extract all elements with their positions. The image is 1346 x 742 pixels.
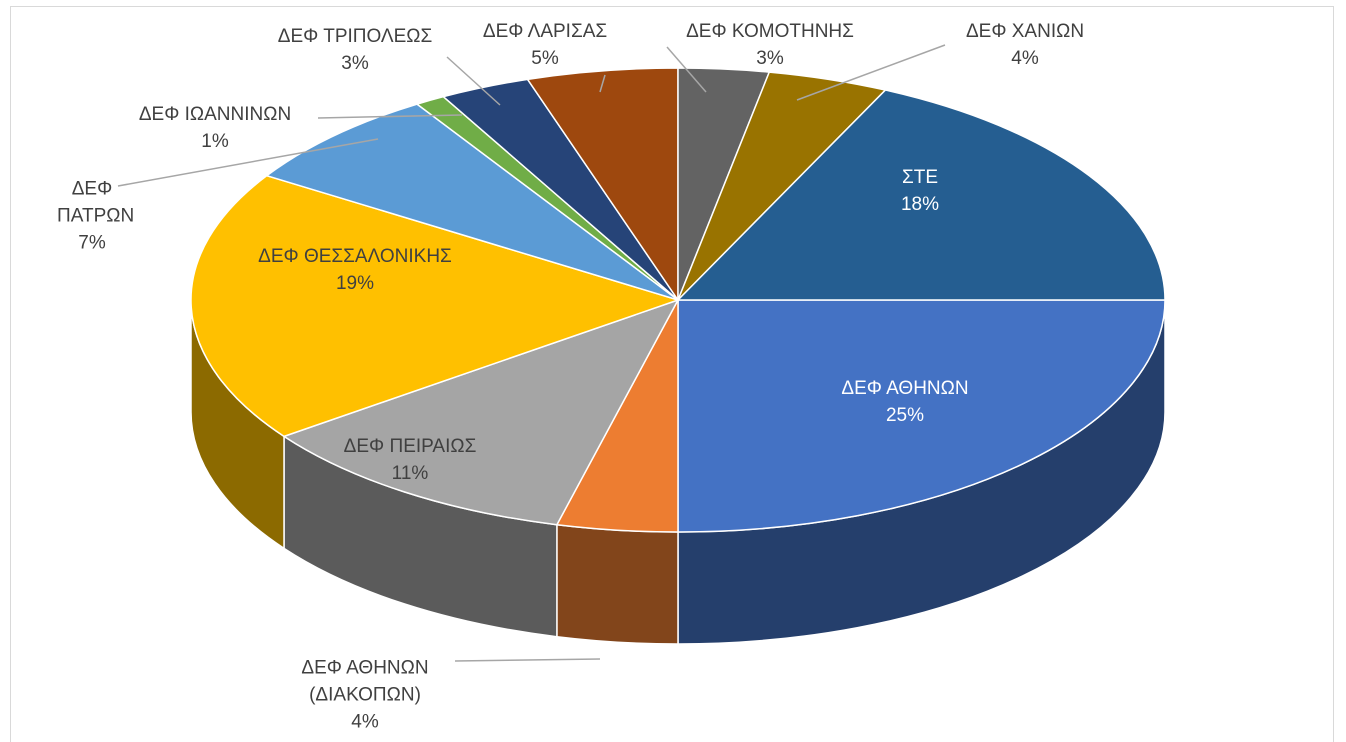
slice [265, 103, 679, 301]
slice-label: ΔΕΦ ΧΑΝΙΩΝ 4% [966, 18, 1084, 72]
slice-percent: 1% [201, 131, 229, 152]
slice-label: ΔΕΦ ΑΘΗΝΩΝ (ΔΙΑΚΟΠΩΝ) 4% [280, 655, 450, 736]
slice-name: ΔΕΦ ΑΘΗΝΩΝ [841, 378, 969, 399]
slice [282, 298, 680, 526]
leader-line [454, 658, 601, 662]
slice-label: ΔΕΦ ΠΕΙΡΑΙΩΣ 11% [344, 433, 477, 487]
slice-name: ΔΕΦ ΙΩΑΝΝΙΝΩΝ [138, 104, 292, 125]
slice-label: ΔΕΦ ΠΑΤΡΩΝ 7% [57, 176, 135, 257]
slice-name: ΔΕΦ ΑΘΗΝΩΝ (ΔΙΑΚΟΠΩΝ) [301, 657, 429, 706]
slice-name: ΔΕΦ ΧΑΝΙΩΝ [965, 21, 1085, 42]
slice-label: ΔΕΦ ΤΡΙΠΟΛΕΩΣ 3% [278, 23, 433, 77]
slice-percent: 5% [531, 48, 559, 69]
slice-percent: 25% [885, 405, 925, 426]
slice [677, 299, 1166, 533]
slice-side [556, 523, 679, 645]
slice-label: ΣΤΕ 18% [901, 164, 939, 218]
leader-line [796, 44, 946, 101]
slice-percent: 3% [756, 48, 784, 69]
slice-name: ΔΕΦ ΤΡΙΠΟΛΕΩΣ [277, 26, 433, 47]
slice-label: ΔΕΦ ΛΑΡΙΣΑΣ 5% [483, 18, 607, 72]
slice-label: ΔΕΦ ΘΕΣΣΑΛΟΝΙΚΗΣ 19% [258, 243, 452, 297]
leader-line [599, 74, 606, 93]
chart-border [10, 6, 1334, 742]
slice [676, 89, 1166, 301]
leader-line [317, 114, 463, 119]
slice [526, 67, 679, 303]
slice-percent: 18% [900, 194, 940, 215]
slice-name: ΔΕΦ ΠΑΤΡΩΝ [57, 178, 135, 227]
slice-percent: 3% [341, 53, 369, 74]
slice-label: ΔΕΦ ΑΘΗΝΩΝ 25% [841, 375, 968, 429]
leader-line [446, 56, 501, 106]
slice-name: ΔΕΦ ΠΕΙΡΑΙΩΣ [343, 436, 477, 457]
leader-line [666, 46, 707, 93]
slice-name: ΔΕΦ ΛΑΡΙΣΑΣ [482, 21, 608, 42]
slice-percent: 11% [391, 463, 429, 484]
slice-name: ΔΕΦ ΚΟΜΟΤΗΝΗΣ [686, 21, 854, 42]
slice-label: ΔΕΦ ΙΩΑΝΝΙΝΩΝ 1% [139, 101, 291, 155]
slice-name: ΣΤΕ [901, 167, 939, 188]
leader-line [117, 138, 379, 187]
slice-percent: 19% [335, 273, 375, 294]
slice-percent: 7% [78, 232, 106, 254]
slice [190, 174, 681, 438]
slice-percent: 4% [351, 711, 379, 733]
slice-label: ΔΕΦ ΚΟΜΟΤΗΝΗΣ 3% [686, 18, 854, 72]
slice-name: ΔΕΦ ΘΕΣΣΑΛΟΝΙΚΗΣ [258, 246, 452, 267]
slice-percent: 4% [1011, 48, 1039, 69]
